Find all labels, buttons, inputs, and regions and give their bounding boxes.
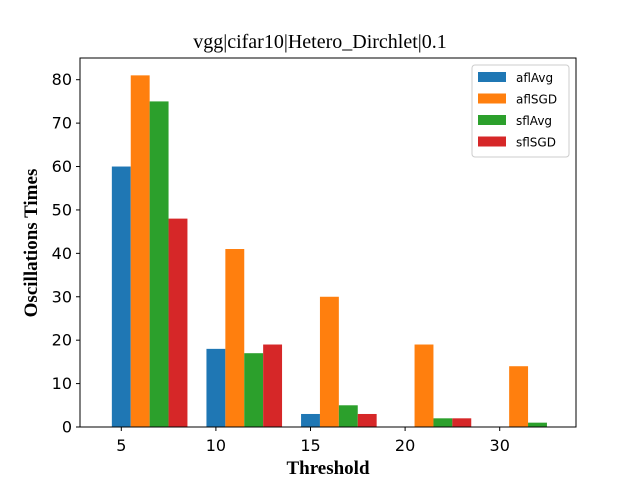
bar-sflAvg-15 — [338, 405, 358, 427]
x-tick-label-10: 10 — [206, 436, 226, 455]
bar-aflAvg-5 — [111, 166, 131, 427]
legend-swatch-aflAvg — [478, 72, 506, 82]
bars-group — [111, 75, 547, 428]
bar-aflAvg-15 — [301, 413, 320, 427]
y-tick-label-60: 60 — [52, 157, 72, 176]
chart-title: vgg|cifar10|Hetero_Dirchlet|0.1 — [193, 31, 447, 53]
y-tick-label-70: 70 — [52, 114, 72, 133]
bar-aflSGD-20 — [414, 344, 434, 427]
legend-label-sflAvg: sflAvg — [516, 114, 552, 128]
bar-aflSGD-10 — [225, 249, 245, 427]
bar-sflAvg-10 — [244, 353, 264, 427]
y-axis: 0 10 20 30 40 50 60 70 80 — [52, 70, 80, 437]
bar-sflSGD-10 — [263, 344, 283, 427]
bar-sflAvg-20 — [433, 418, 453, 427]
legend-label-aflSGD: aflSGD — [516, 93, 557, 107]
y-tick-label-40: 40 — [52, 244, 72, 263]
x-axis-label: Threshold — [286, 458, 370, 479]
legend-swatch-sflSGD — [478, 136, 506, 147]
legend-swatch-aflSGD — [478, 93, 506, 104]
legend-label-aflAvg: aflAvg — [516, 71, 553, 85]
legend-swatch-sflAvg — [478, 115, 506, 125]
legend-box — [471, 64, 570, 158]
bar-sflSGD-15 — [357, 413, 377, 427]
y-tick-label-80: 80 — [52, 70, 72, 89]
bar-sflSGD-5 — [168, 218, 188, 427]
bar-sflSGD-20 — [452, 418, 472, 427]
bar-sflAvg-30 — [528, 422, 547, 427]
x-tick-label-5: 5 — [116, 436, 126, 455]
bar-aflSGD-5 — [130, 75, 150, 428]
x-tick-label-20: 20 — [395, 436, 415, 455]
x-axis: 5 10 15 20 30 — [116, 427, 510, 455]
bar-aflAvg-10 — [206, 348, 226, 427]
y-tick-label-30: 30 — [52, 287, 72, 306]
y-tick-label-50: 50 — [52, 200, 72, 219]
bar-aflSGD-30 — [509, 366, 529, 427]
x-tick-label-15: 15 — [300, 436, 320, 455]
y-tick-label-20: 20 — [52, 331, 72, 350]
bar-aflSGD-15 — [319, 296, 339, 427]
y-axis-label: Oscillations Times — [21, 169, 42, 318]
plot-frame — [79, 57, 577, 428]
legend: aflAvg aflSGD sflAvg sflSGD — [471, 64, 570, 158]
x-tick-label-30: 30 — [490, 436, 510, 455]
y-tick-label-0: 0 — [62, 418, 72, 437]
legend-label-sflSGD: sflSGD — [516, 136, 556, 150]
y-tick-label-10: 10 — [52, 374, 72, 393]
bar-sflAvg-5 — [149, 101, 169, 427]
